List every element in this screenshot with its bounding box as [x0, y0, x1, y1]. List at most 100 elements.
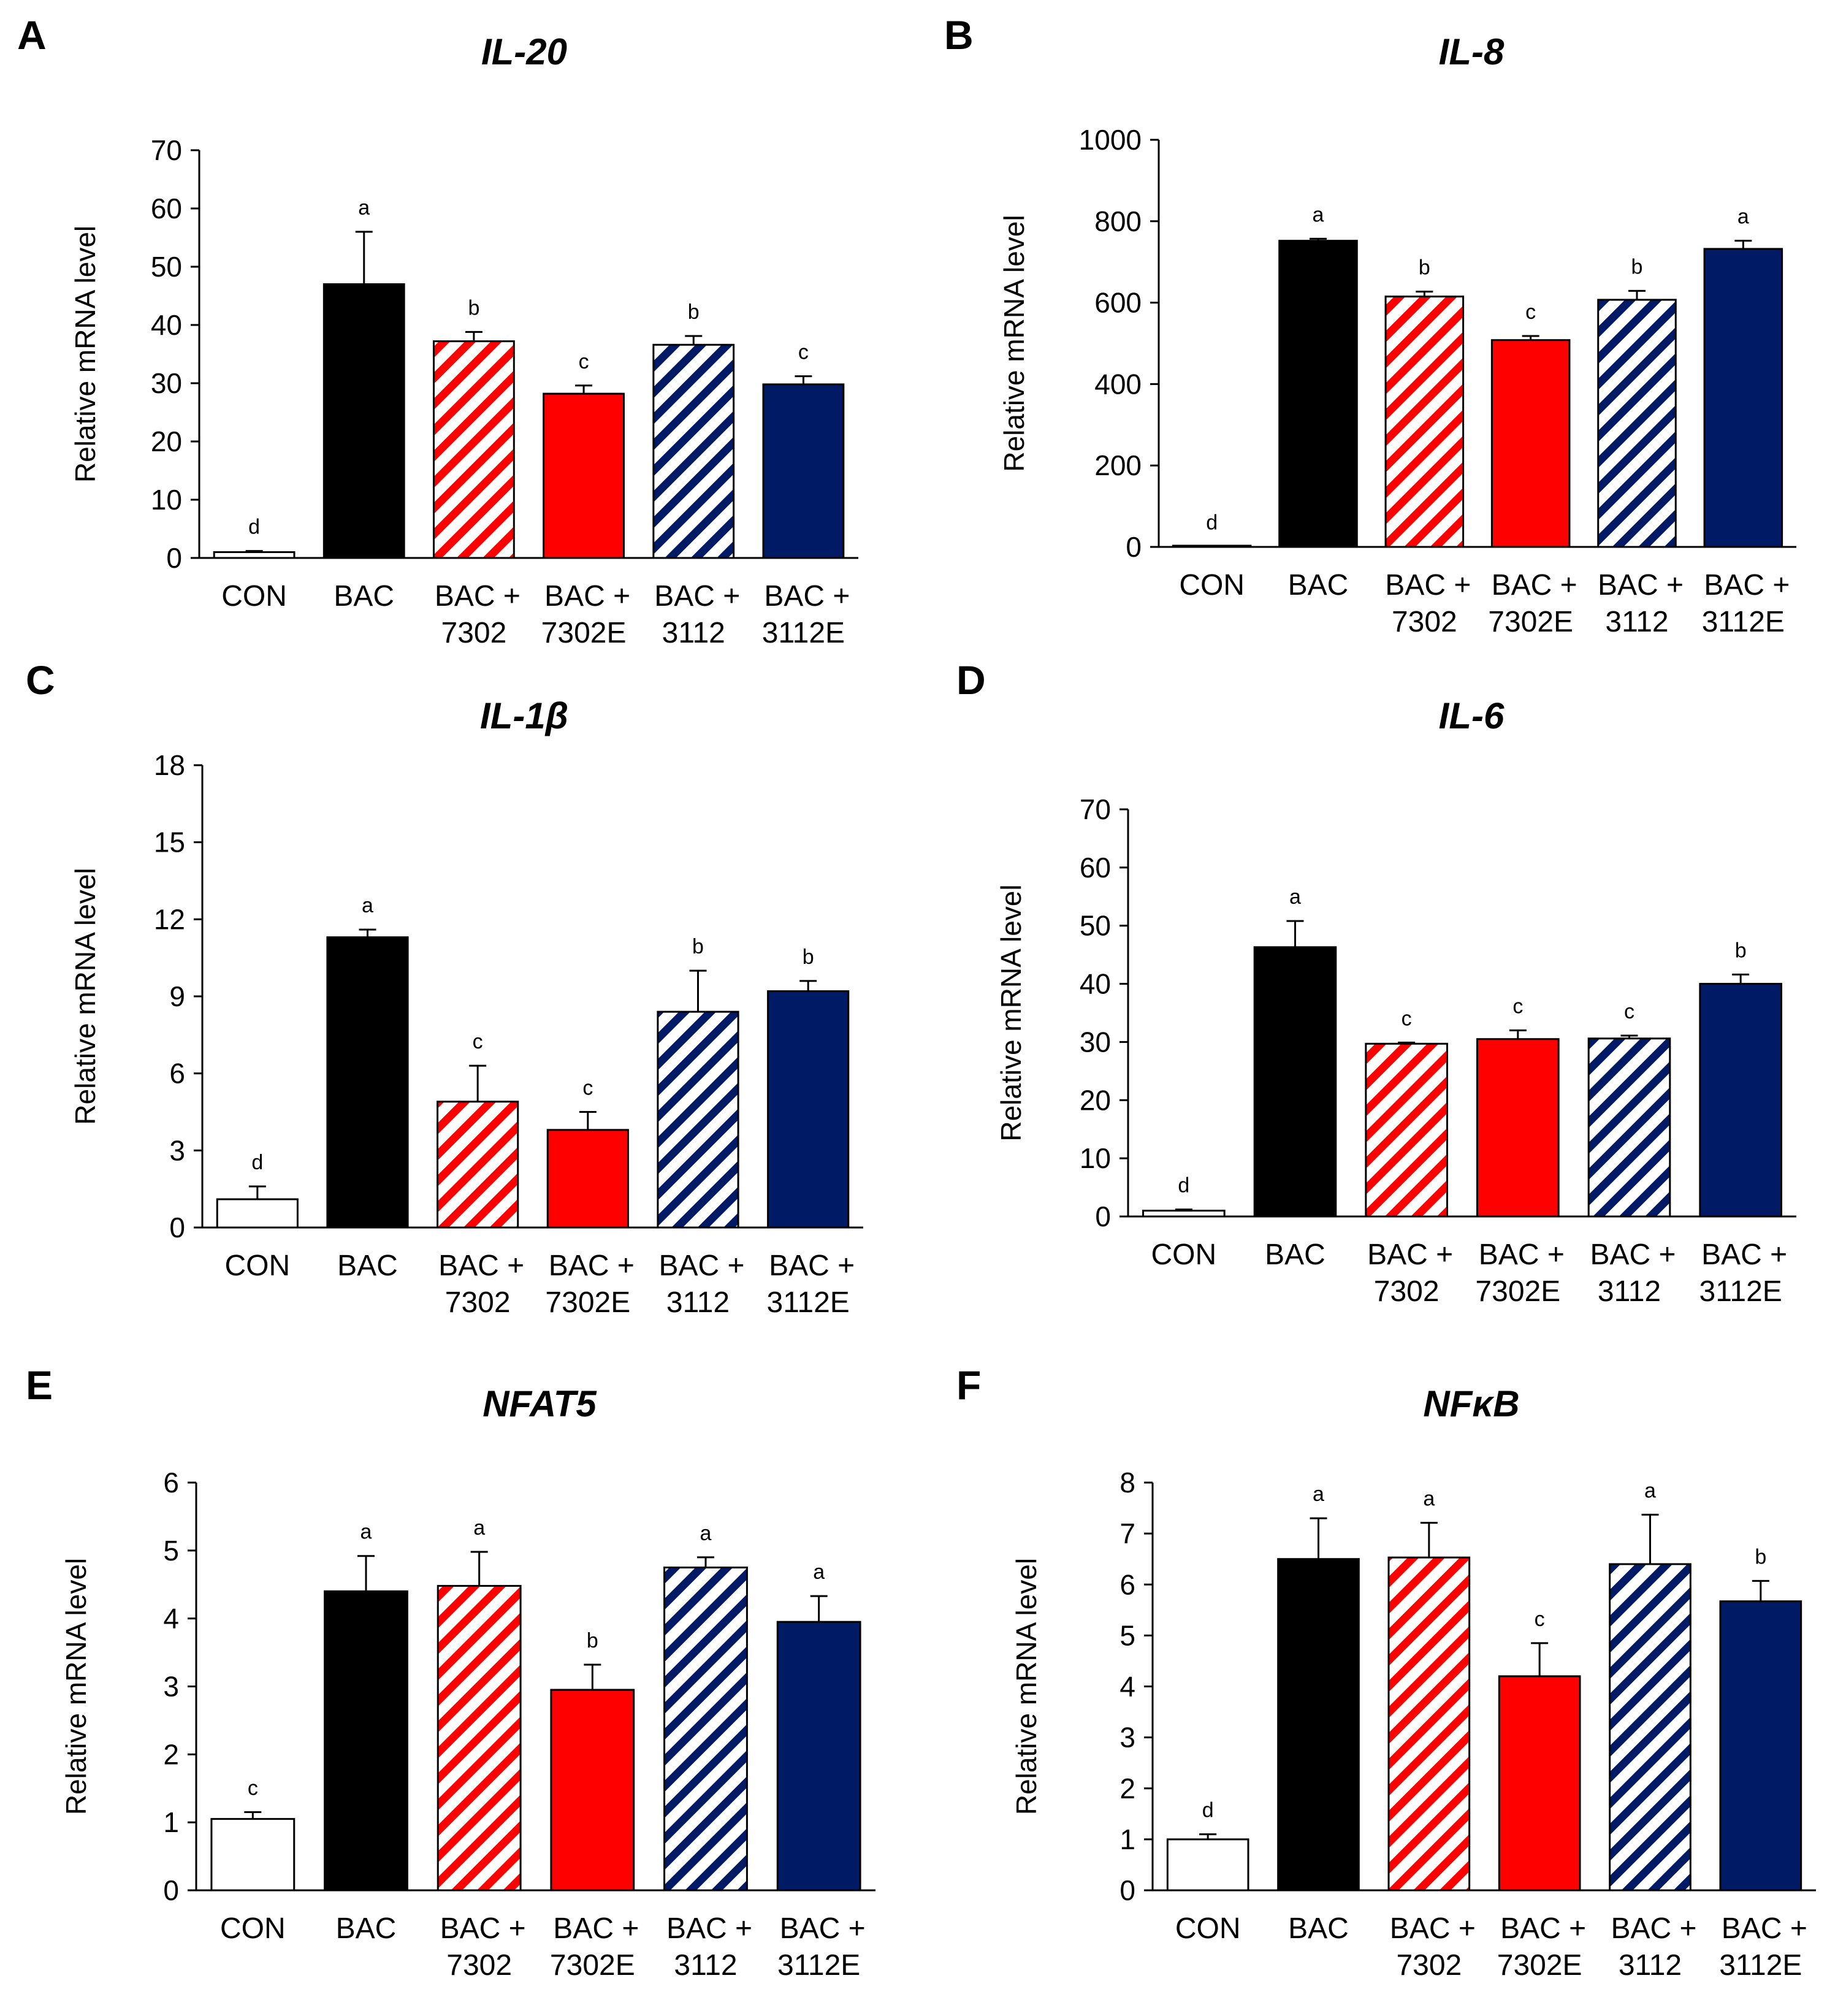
category-label: BAC +: [1367, 1239, 1453, 1271]
panel-letter: D: [956, 657, 986, 703]
significance-label: a: [1313, 1483, 1324, 1506]
category-label: BAC +: [440, 1912, 526, 1945]
bar: [762, 383, 845, 559]
y-tick-label: 200: [1094, 449, 1142, 481]
category-label: CON: [1151, 1239, 1216, 1271]
category-label: BAC +: [1385, 569, 1471, 601]
y-tick-label: 8: [1119, 1467, 1135, 1499]
category-label: 3112: [1619, 1949, 1682, 1982]
significance-label: d: [1202, 1799, 1214, 1822]
chart-title: IL-6: [1439, 695, 1505, 736]
bar: [543, 392, 625, 559]
significance-label: a: [1737, 205, 1749, 229]
panel-d: D IL-6 0 10 20 30 40 50 60 70 Relative mRNA level d…: [956, 657, 1796, 1308]
significance-label: c: [248, 1777, 258, 1800]
category-label: 7302: [1392, 606, 1457, 638]
category-label: BAC +: [438, 1250, 524, 1282]
category-label: 3112E: [1702, 606, 1785, 638]
y-tick-label: 3: [163, 1671, 179, 1703]
y-tick-label: 0: [163, 1874, 179, 1906]
significance-label: b: [1419, 256, 1430, 280]
bar: [1142, 1210, 1226, 1218]
category-label: CON: [221, 580, 287, 613]
y-tick-label: 1: [1119, 1823, 1135, 1855]
y-tick-label: 40: [1080, 968, 1111, 1000]
y-tick-label: 5: [1119, 1619, 1135, 1651]
significance-label: a: [473, 1516, 485, 1540]
category-label: BAC +: [435, 580, 521, 613]
category-label: BAC +: [1701, 1239, 1787, 1271]
category-label: BAC +: [666, 1912, 752, 1945]
category-label: CON: [1179, 569, 1245, 601]
bar: [776, 1621, 861, 1892]
bar: [767, 990, 850, 1229]
significance-label: c: [1512, 995, 1523, 1018]
y-tick-label: 1000: [1079, 124, 1142, 156]
category-label: BAC +: [549, 1250, 635, 1282]
category-label: 3112E: [767, 1286, 850, 1319]
y-axis-label: Relative mRNA level: [69, 868, 101, 1124]
y-tick-label: 400: [1094, 368, 1142, 400]
y-tick-label: 800: [1094, 205, 1142, 237]
significance-label: a: [360, 1521, 372, 1544]
significance-label: d: [248, 516, 260, 539]
y-axis-label: Relative mRNA level: [69, 226, 101, 483]
bar: [326, 936, 409, 1229]
category-label: 7302: [445, 1286, 511, 1319]
y-tick-label: 1: [163, 1806, 179, 1838]
bar: [657, 1010, 739, 1229]
significance-label: a: [358, 196, 370, 220]
significance-label: b: [587, 1629, 598, 1652]
significance-label: b: [1755, 1545, 1766, 1568]
y-tick-label: 20: [1080, 1084, 1111, 1116]
category-label: BAC +: [1479, 1239, 1565, 1271]
significance-label: d: [1206, 511, 1218, 534]
y-tick-label: 10: [151, 484, 182, 516]
bar: [216, 1198, 299, 1229]
bar: [433, 340, 515, 559]
bar: [1609, 1563, 1692, 1892]
significance-label: c: [1402, 1007, 1412, 1030]
significance-label: d: [1178, 1174, 1189, 1197]
y-tick-label: 600: [1094, 287, 1142, 319]
significance-label: a: [813, 1560, 825, 1584]
panel-b: B IL-8 0 200 400 600 800 1000 Relative mRNA leve…: [944, 12, 1796, 638]
category-label: BAC +: [1611, 1912, 1696, 1945]
y-tick-label: 18: [154, 749, 185, 781]
y-tick-label: 70: [151, 134, 182, 166]
category-label: BAC +: [1704, 569, 1790, 601]
category-label: BAC +: [544, 580, 630, 613]
y-tick-label: 60: [1080, 852, 1111, 884]
y-tick-label: 0: [1095, 1201, 1111, 1232]
panel-letter: F: [956, 1362, 981, 1408]
category-label: 7302E: [1497, 1949, 1582, 1982]
category-label: BAC +: [553, 1912, 639, 1945]
category-label: BAC +: [1500, 1912, 1586, 1945]
bar: [210, 1818, 296, 1892]
significance-label: a: [362, 894, 373, 917]
bar: [1253, 946, 1337, 1218]
y-tick-label: 0: [1119, 1874, 1135, 1906]
category-label: BAC: [336, 1912, 397, 1945]
y-tick-label: 60: [151, 193, 182, 224]
category-label: 3112: [674, 1949, 737, 1982]
chart-title: NFAT5: [482, 1383, 597, 1424]
category-label: CON: [220, 1912, 286, 1945]
category-label: 7302: [446, 1949, 512, 1982]
category-label: BAC +: [1598, 569, 1684, 601]
bar: [322, 283, 405, 559]
significance-label: c: [473, 1030, 483, 1053]
y-tick-label: 50: [1080, 910, 1111, 942]
y-tick-label: 3: [169, 1134, 185, 1166]
y-tick-label: 0: [1126, 531, 1142, 563]
category-label: 3112: [1598, 1275, 1661, 1308]
bar: [1166, 1838, 1249, 1892]
category-label: 7302: [441, 617, 507, 649]
bar: [437, 1584, 522, 1892]
y-axis-label: Relative mRNA level: [998, 215, 1030, 472]
significance-label: d: [251, 1151, 263, 1174]
category-label: BAC +: [780, 1912, 866, 1945]
y-tick-label: 12: [154, 903, 185, 935]
bar: [1498, 1675, 1581, 1892]
